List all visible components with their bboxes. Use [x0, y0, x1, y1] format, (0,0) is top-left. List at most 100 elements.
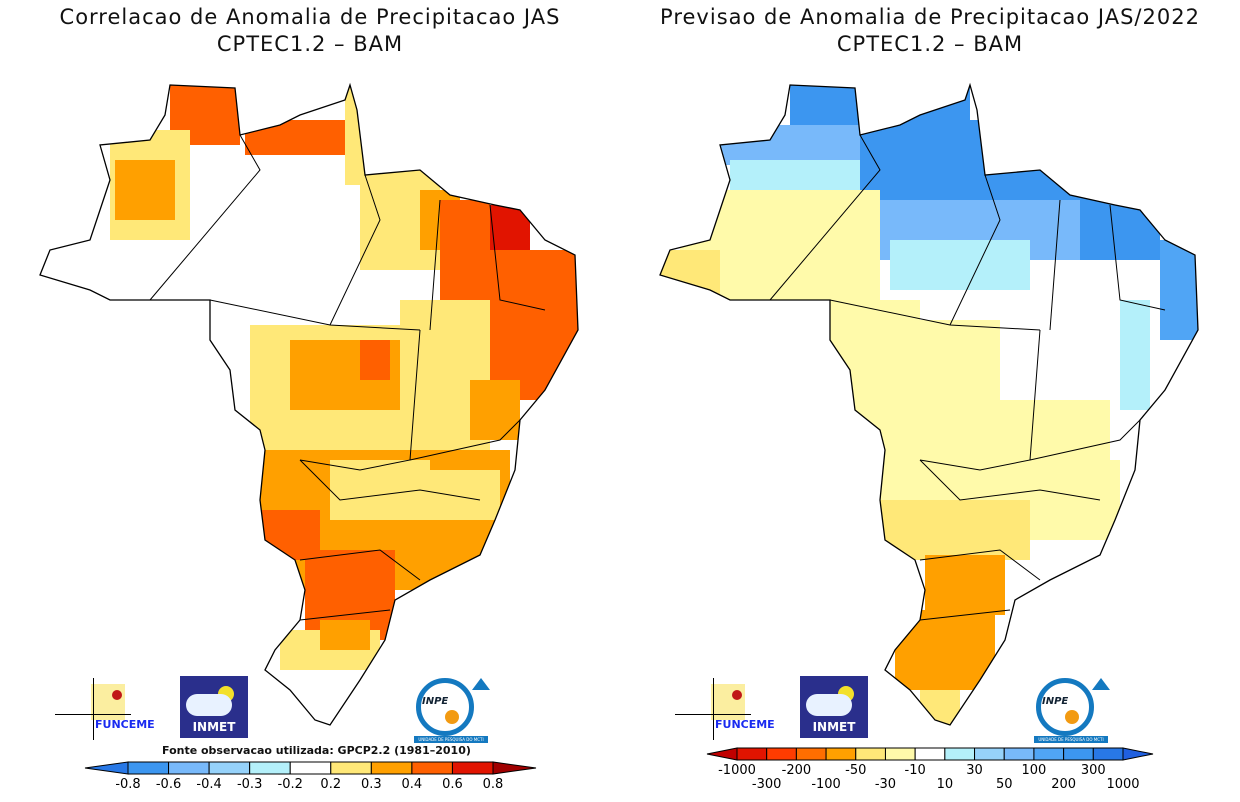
right-colorbar-box	[1063, 747, 1094, 761]
right-colorbar: -1000-300-200-100 -50 -30 -10 10 30 50 100 200 30…	[706, 747, 1154, 792]
right-map-anomaly-cell	[925, 555, 1005, 615]
left-map-anomaly-cell	[330, 460, 430, 520]
inmet-label-right: INMET	[812, 720, 856, 734]
left-map-state-border	[489, 204, 546, 311]
right-colorbar-label: -30	[875, 777, 896, 792]
right-colorbar-box	[1092, 747, 1124, 761]
right-colorbar-box	[884, 747, 916, 761]
left-colorbar-box	[411, 761, 453, 775]
left-map-anomaly-cell	[490, 250, 578, 400]
left-map-state-border	[429, 199, 441, 331]
right-map-anomaly-cell	[880, 500, 1030, 560]
right-colorbar-box	[855, 747, 886, 761]
left-colorbar-box	[370, 761, 413, 775]
right-map-fill	[660, 85, 1198, 725]
right-title-line2: CPTEC1.2 – BAM	[836, 32, 1024, 56]
inpe-sublabel: UNIDADE DE PESQUISA DO MCTI	[414, 736, 488, 743]
right-map-anomaly-cell	[890, 240, 1030, 290]
inmet-logo-right: INMET	[800, 676, 868, 738]
left-colorbar-label: 0.3	[361, 777, 382, 792]
right-map-anomaly-cell	[720, 125, 860, 165]
right-colorbar-box	[825, 747, 857, 761]
right-colorbar-over-arrow	[1122, 747, 1154, 761]
left-colorbar-label: 0.4	[402, 777, 423, 792]
right-colorbar-label: 1000	[1106, 777, 1139, 792]
right-map-state-border	[1109, 204, 1166, 311]
left-map-anomaly-cell	[320, 620, 370, 650]
right-map-state-border	[919, 609, 1011, 621]
left-colorbar-box	[208, 761, 251, 775]
left-colorbar: -0.8 -0.6 -0.4 -0.3 -0.2 0.2 0.3 0.4 0.6 0.8	[84, 761, 537, 792]
left-map-title: Correlacao de Anomalia de Precipitacao J…	[0, 4, 620, 58]
left-colorbar-box	[289, 761, 332, 775]
left-colorbar-box	[330, 761, 372, 775]
left-map-anomaly-cell	[245, 120, 360, 155]
right-map-state-border	[769, 134, 881, 301]
left-colorbar-label: -0.3	[237, 777, 262, 792]
left-map-state-border	[149, 134, 261, 301]
left-colorbar-label: 0.2	[320, 777, 341, 792]
left-colorbar-box	[168, 761, 210, 775]
right-colorbar-label: -10	[905, 763, 926, 778]
inpe-sublabel-right: UNIDADE DE PESQUISA DO MCTI	[1034, 736, 1108, 743]
inmet-logo: INMET	[180, 676, 248, 738]
right-colorbar-label: -300	[752, 777, 782, 792]
right-colorbar-label: -200	[782, 763, 812, 778]
right-colorbar-box	[1003, 747, 1035, 761]
source-note: Fonte observacao utilizada: GPCP2.2 (198…	[162, 744, 471, 757]
right-colorbar-label: 100	[1022, 763, 1047, 778]
right-colorbar-box	[795, 747, 827, 761]
right-map-anomaly-cell	[660, 250, 720, 340]
right-colorbar-label: 200	[1051, 777, 1076, 792]
right-colorbar-label: -50	[845, 763, 866, 778]
left-colorbar-box	[249, 761, 291, 775]
right-map-state-border	[919, 459, 1101, 501]
right-map-anomaly-cell	[730, 160, 860, 190]
right-colorbar-box	[766, 747, 797, 761]
left-map-anomaly-cell	[440, 200, 490, 300]
right-map-state-border	[949, 174, 1001, 326]
left-title-line1: Correlacao de Anomalia de Precipitacao J…	[59, 5, 561, 29]
right-title-line1: Previsao de Anomalia de Precipitacao JAS…	[660, 5, 1200, 29]
left-colorbar-label: -0.6	[156, 777, 181, 792]
left-map-anomaly-cell	[420, 470, 500, 520]
left-title-line2: CPTEC1.2 – BAM	[216, 32, 404, 56]
right-colorbar-label: 30	[966, 763, 983, 778]
funceme-logo-right: FUNCEME	[675, 678, 775, 740]
funceme-logo: FUNCEME	[55, 678, 155, 740]
left-map-state-border	[299, 329, 421, 471]
funceme-label: FUNCEME	[95, 718, 155, 731]
right-colorbar-box	[944, 747, 976, 761]
left-map-anomaly-cell	[360, 340, 390, 380]
left-map-state-border	[299, 459, 481, 501]
inpe-label: INPE	[422, 696, 449, 707]
right-colorbar-label: -100	[811, 777, 841, 792]
right-map-country-outline	[659, 82, 1199, 726]
right-map-state-border	[1049, 199, 1061, 331]
inpe-logo: INPE UNIDADE DE PESQUISA DO MCTI	[412, 674, 490, 744]
right-colorbar-box	[974, 747, 1005, 761]
right-map-title: Previsao de Anomalia de Precipitacao JAS…	[620, 4, 1240, 58]
inpe-logo-right: INPE UNIDADE DE PESQUISA DO MCTI	[1032, 674, 1110, 744]
left-map-state-border	[299, 549, 421, 581]
left-map-anomaly-cell	[290, 340, 410, 410]
right-colorbar-label: 300	[1081, 763, 1106, 778]
left-map-state-border	[409, 419, 521, 461]
right-map-anomaly-cell	[1120, 300, 1150, 410]
left-colorbar-box	[127, 761, 170, 775]
left-map-state-border	[299, 609, 391, 621]
left-colorbar-label: -0.4	[196, 777, 221, 792]
right-colorbar-under-arrow	[706, 747, 738, 761]
right-map-state-border	[919, 549, 1041, 581]
left-colorbar-box	[451, 761, 494, 775]
right-colorbar-label: -1000	[718, 763, 756, 778]
left-map-country-outline	[39, 82, 579, 726]
right-colorbar-box	[914, 747, 946, 761]
right-map-state-border	[1029, 419, 1141, 461]
inpe-label-right: INPE	[1042, 696, 1069, 707]
left-map-anomaly-cell	[470, 380, 520, 440]
right-map-state-border	[919, 329, 1041, 471]
right-colorbar-label: 10	[937, 777, 954, 792]
right-colorbar-box	[1033, 747, 1065, 761]
